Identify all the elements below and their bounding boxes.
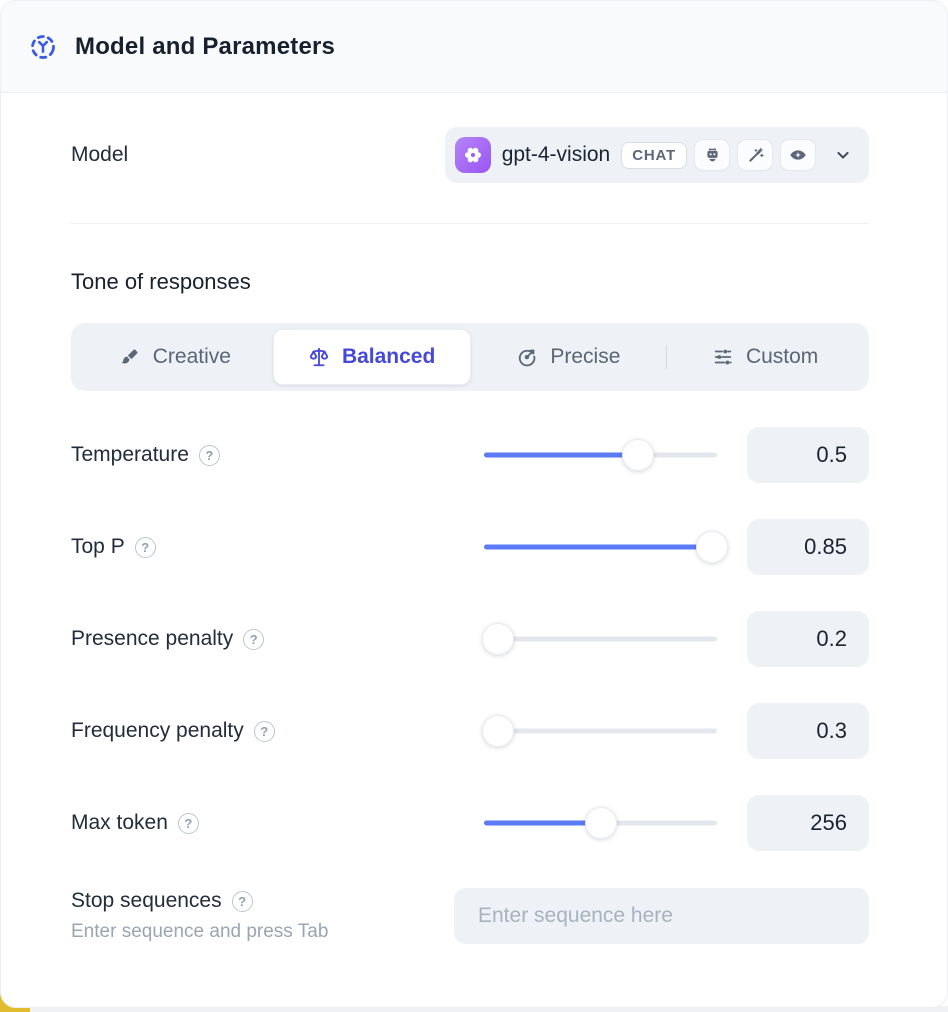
scale-icon [308,346,330,368]
tone-option-label: Precise [550,345,621,368]
slider-handle[interactable] [481,715,514,747]
model-hub-icon [29,33,57,61]
robot-icon [694,139,730,171]
tone-option-label: Balanced [341,345,436,368]
parameter-label: Temperature [71,443,189,466]
max-token-value[interactable]: 256 [747,795,869,851]
target-icon [516,346,538,368]
top-p-slider[interactable] [484,531,729,563]
slider-handle[interactable] [621,439,654,471]
parameter-row-frequency-penalty: Frequency penalty ? 0.3 [71,703,869,759]
help-icon[interactable]: ? [253,720,275,742]
stop-sequences-row: Stop sequences ? Enter sequence and pres… [71,888,869,1007]
vision-eye-icon [780,139,816,171]
model-select-dropdown[interactable]: gpt-4-vision CHAT [444,127,869,183]
presence-penalty-slider[interactable] [481,623,717,655]
tone-option-label: Custom [745,345,819,368]
selected-model-name: gpt-4-vision [501,143,611,166]
panel-title: Model and Parameters [75,32,336,60]
frequency-penalty-value[interactable]: 0.3 [747,703,869,759]
help-icon[interactable]: ? [243,628,265,650]
panel-body: Model gpt-4-vision CHAT [1,127,947,1007]
model-label: Model [71,143,129,166]
segment-divider [666,345,668,369]
model-type-badge: CHAT [621,141,687,169]
tone-option-precise[interactable]: Precise [471,329,667,385]
parameter-label: Top P [71,535,125,558]
background-strip [0,1006,948,1012]
parameter-row-presence-penalty: Presence penalty ? 0.2 [71,611,869,667]
parameter-row-max-token: Max token ? 256 [71,795,869,851]
frequency-penalty-slider[interactable] [481,715,717,747]
chevron-down-icon [833,145,853,165]
temperature-slider[interactable] [484,439,717,471]
model-row: Model gpt-4-vision CHAT [71,127,869,183]
presence-penalty-value[interactable]: 0.2 [747,611,869,667]
tone-option-balanced[interactable]: Balanced [272,329,471,385]
help-icon[interactable]: ? [177,812,199,834]
parameter-row-top-p: Top P ? 0.85 [71,519,869,575]
openai-logo-icon [454,137,491,173]
top-p-value[interactable]: 0.85 [747,519,869,575]
tone-heading: Tone of responses [71,269,251,294]
temperature-value[interactable]: 0.5 [747,427,869,483]
slider-handle[interactable] [584,807,617,839]
slider-handle[interactable] [481,623,514,655]
stop-sequence-input[interactable] [454,888,869,944]
tone-option-label: Creative [152,345,231,368]
tone-segmented-control: Creative Balanced [71,323,869,391]
stop-sequences-hint: Enter sequence and press Tab [71,921,329,942]
parameter-label: Max token [71,811,168,834]
sliders-icon [712,346,734,368]
wand-icon [737,139,773,171]
max-token-slider[interactable] [484,807,717,839]
section-divider [71,223,869,224]
slider-handle[interactable] [696,531,729,563]
stop-sequences-label: Stop sequences [71,889,222,912]
help-icon[interactable]: ? [198,444,220,466]
panel-header: Model and Parameters [1,1,947,93]
tone-option-creative[interactable]: Creative [77,329,273,385]
parameter-label: Presence penalty [71,627,234,650]
parameter-label: Frequency penalty [71,719,244,742]
help-icon[interactable]: ? [231,890,253,912]
tone-option-custom[interactable]: Custom [667,329,863,385]
help-icon[interactable]: ? [134,536,156,558]
parameter-row-temperature: Temperature ? 0.5 [71,427,869,483]
brush-icon [119,346,141,368]
